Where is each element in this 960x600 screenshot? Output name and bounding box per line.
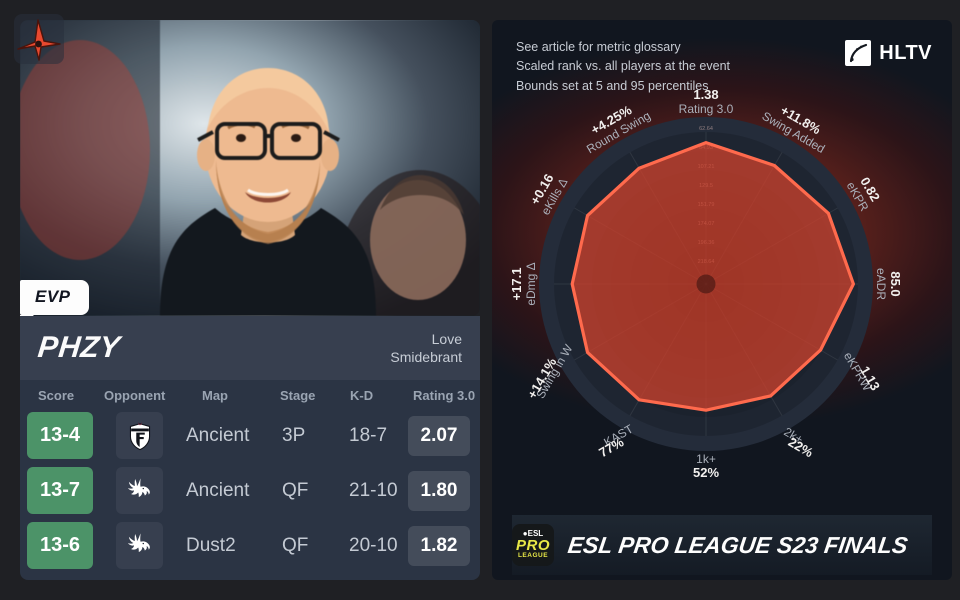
svg-text:eADR: eADR: [874, 268, 888, 300]
svg-text:22%: 22%: [786, 434, 816, 460]
svg-text:1k+: 1k+: [696, 452, 716, 466]
svg-text:62.64: 62.64: [699, 126, 713, 132]
svg-text:eDmg Δ: eDmg Δ: [524, 262, 538, 305]
svg-text:1.38: 1.38: [693, 87, 718, 102]
svg-text:Rating 3.0: Rating 3.0: [679, 102, 734, 116]
svg-text:+17.1: +17.1: [509, 268, 524, 301]
svg-text:52%: 52%: [693, 465, 719, 480]
svg-text:85.0: 85.0: [888, 271, 903, 296]
